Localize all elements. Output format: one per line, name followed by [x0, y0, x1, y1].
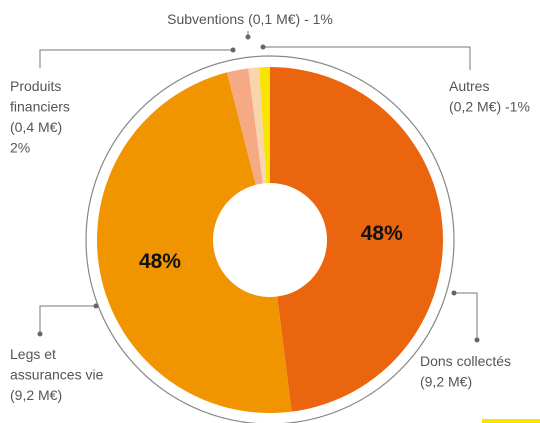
- leader-line: [454, 292, 478, 340]
- leader-line: [263, 46, 471, 70]
- category-label: assurances vie: [10, 367, 104, 383]
- leader-dot: [93, 303, 99, 309]
- category-label: (9,2 M€): [420, 374, 472, 390]
- slices: [97, 67, 444, 413]
- category-label: financiers: [10, 99, 70, 115]
- category-label: Dons collectés: [420, 353, 511, 369]
- category-label: (9,2 M€): [10, 387, 62, 403]
- category-label: Produits: [10, 78, 61, 94]
- category-label: (0,4 M€): [10, 119, 62, 135]
- slice: [226, 68, 263, 185]
- category-label: Legs et: [10, 346, 56, 362]
- leader-dot: [260, 44, 266, 50]
- slice: [97, 72, 292, 413]
- decoration: [482, 419, 540, 423]
- category-label: 2%: [10, 140, 30, 156]
- leader-dot: [474, 337, 480, 343]
- leader-dot: [230, 47, 236, 53]
- category-label: Autres: [449, 78, 489, 94]
- slice: [259, 67, 270, 184]
- slice: [248, 67, 267, 184]
- leader-dot: [245, 34, 251, 40]
- category-label: Subventions (0,1 M€) - 1%: [167, 11, 333, 27]
- outer-ring: [85, 55, 455, 423]
- leader-dot: [451, 290, 457, 296]
- category-label: (0,2 M€) -1%: [449, 99, 530, 115]
- leader-line: [39, 305, 96, 334]
- value-label: 48%: [139, 250, 181, 273]
- leader-dot: [37, 331, 43, 337]
- value-label: 48%: [361, 222, 403, 245]
- leader-line: [39, 49, 233, 68]
- slice: [270, 67, 444, 412]
